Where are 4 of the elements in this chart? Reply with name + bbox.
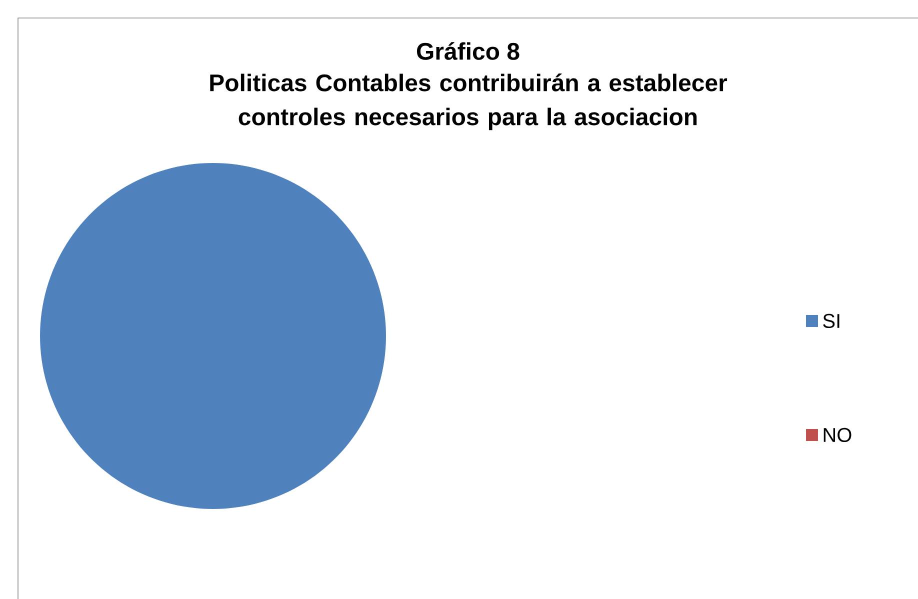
legend-label: NO <box>824 428 852 442</box>
chart-title: Gráfico 8 <box>416 42 520 60</box>
legend-label: SI <box>823 314 840 328</box>
chart-subtitle: Politicas Contables contribuirán a establecer controles necesarios para la asociacion <box>210 74 728 130</box>
